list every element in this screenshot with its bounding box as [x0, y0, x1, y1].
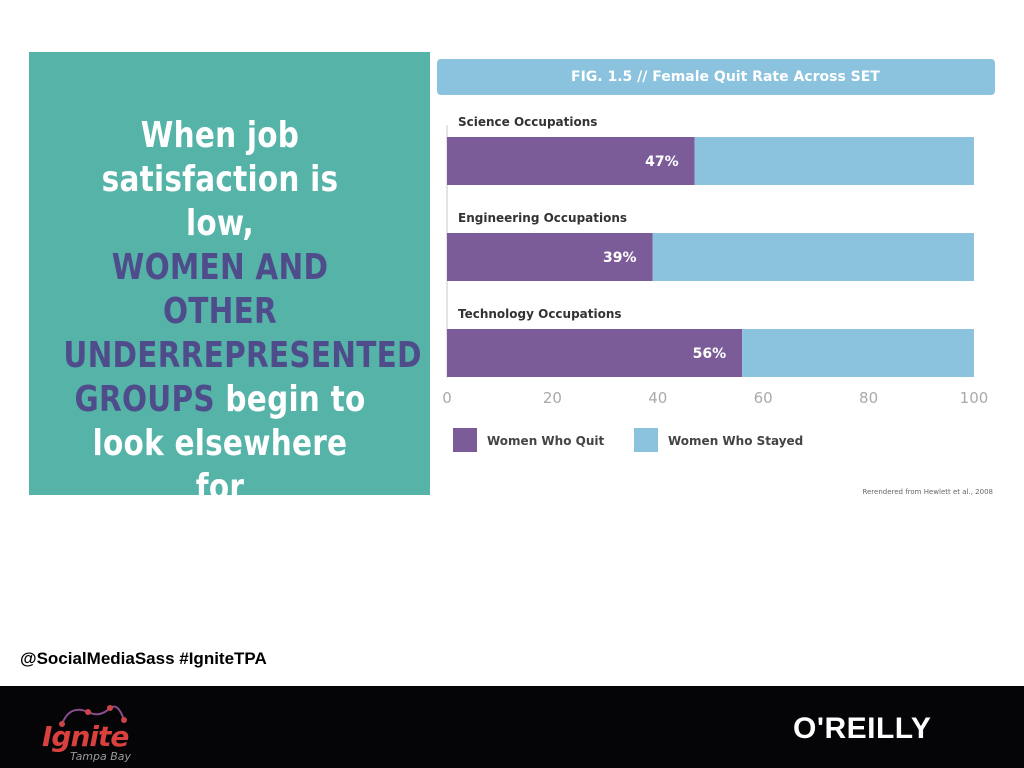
footer-bar: Ignite Tampa Bay O'REILLY — [0, 686, 1024, 768]
quote-line: fulfilling careers. — [75, 511, 365, 552]
chart-svg: Science Occupations 47% Engineering Occupa… — [442, 115, 993, 496]
ignite-logo: Ignite Tampa Bay — [40, 696, 150, 766]
quote-highlight-line: UNDERREPRESENTED — [63, 335, 422, 376]
x-tick-label: 80 — [859, 389, 878, 407]
bar-stayed — [652, 233, 974, 281]
category-label: Engineering Occupations — [458, 211, 627, 225]
legend-label: Women Who Quit — [487, 434, 604, 448]
x-tick-label: 40 — [648, 389, 667, 407]
source-note: Rerendered from Hewlett et al., 2008 — [862, 488, 993, 496]
quote-highlight-word: GROUPS — [74, 379, 215, 420]
data-label: 47% — [645, 154, 679, 170]
chart-title-banner: FIG. 1.5 // Female Quit Rate Across SET — [437, 59, 995, 95]
data-label: 39% — [603, 250, 637, 266]
category-label: Technology Occupations — [458, 307, 622, 321]
bar-stayed — [694, 137, 974, 185]
x-tick-label: 0 — [442, 389, 452, 407]
oreilly-logo: O'REILLY — [793, 712, 932, 745]
ignite-subtitle: Tampa Bay — [70, 750, 132, 763]
bar-quit — [447, 233, 653, 281]
quote-line: satisfaction is low, — [101, 159, 339, 244]
quote-text-fragment: begin to — [214, 379, 366, 420]
quote-line: look elsewhere for — [92, 423, 348, 508]
quit-rate-chart: FIG. 1.5 // Female Quit Rate Across SET … — [437, 59, 997, 509]
bar-stayed — [742, 329, 974, 377]
x-tick-label: 100 — [960, 389, 989, 407]
data-label: 56% — [693, 346, 727, 362]
chart-title: FIG. 1.5 // Female Quit Rate Across SET — [571, 69, 880, 85]
ignite-spark-icon — [59, 705, 127, 727]
ignite-wordmark: Ignite — [42, 720, 129, 753]
twitter-handle: @SocialMediaSass #IgniteTPA — [20, 649, 267, 668]
legend-swatch — [634, 428, 658, 452]
quote-text: When job satisfaction is low, WOMEN AND … — [63, 114, 422, 554]
bar-quit — [447, 329, 743, 377]
quote-panel: When job satisfaction is low, WOMEN AND … — [29, 52, 430, 552]
bar-quit — [447, 137, 695, 185]
x-tick-label: 20 — [543, 389, 562, 407]
category-label: Science Occupations — [458, 115, 597, 129]
x-tick-label: 60 — [754, 389, 773, 407]
legend-swatch — [453, 428, 477, 452]
quote-line: GROUPS begin to — [63, 378, 376, 422]
quote-highlight-line: WOMEN AND OTHER — [111, 247, 329, 332]
legend-label: Women Who Stayed — [668, 434, 803, 448]
quote-line: When job — [140, 115, 300, 156]
